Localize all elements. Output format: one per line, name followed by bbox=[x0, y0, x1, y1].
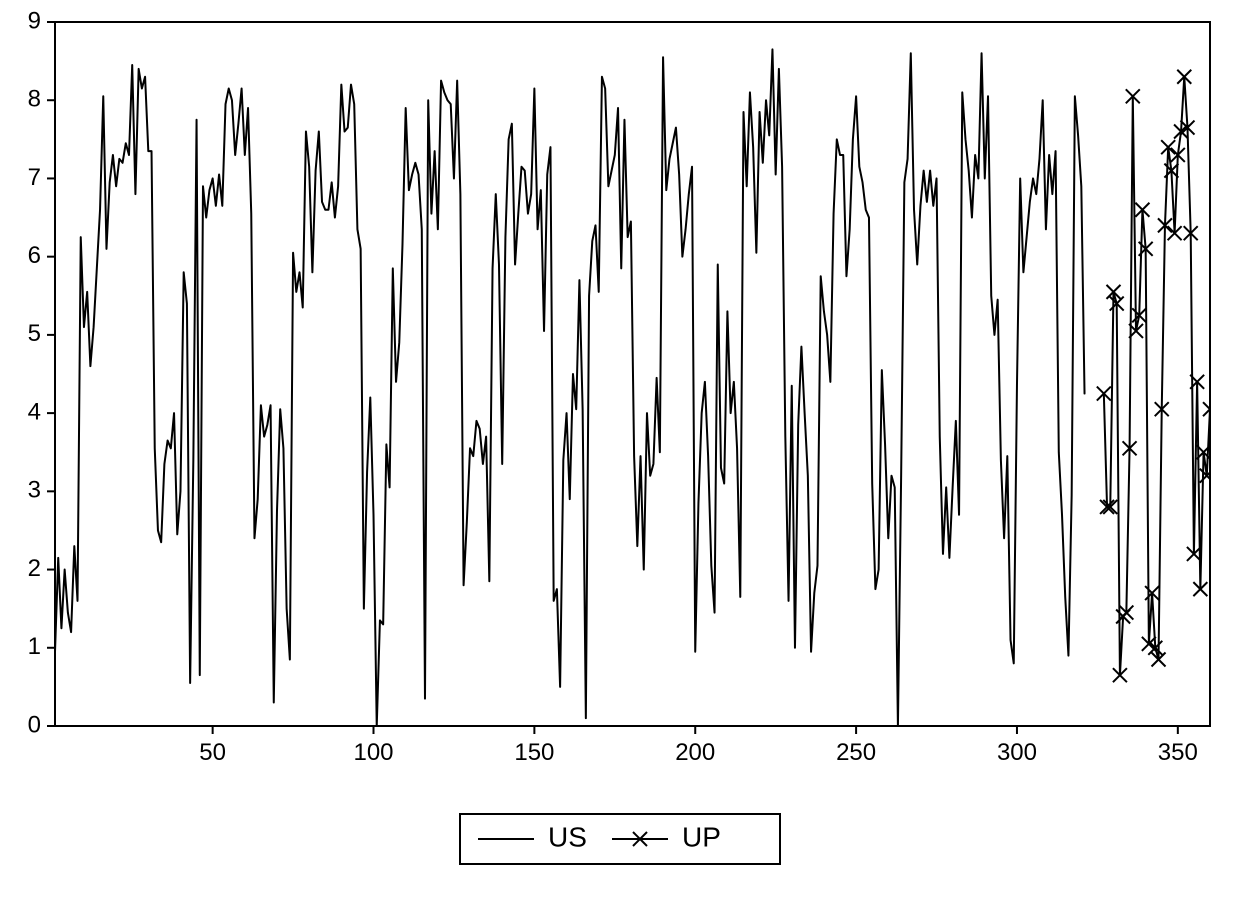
x-tick-label: 300 bbox=[997, 739, 1037, 766]
legend-label: UP bbox=[682, 821, 721, 852]
y-tick-label: 2 bbox=[28, 555, 41, 582]
y-tick-label: 8 bbox=[28, 86, 41, 113]
y-tick-label: 6 bbox=[28, 242, 41, 269]
chart-container: 0 1 2 3 4 5 6 7 8 9 50 100 150 200 250 300 350 US UP bbox=[0, 0, 1240, 897]
x-tick-label: 350 bbox=[1158, 739, 1198, 766]
x-tick-label: 50 bbox=[199, 739, 226, 766]
x-tick-label: 100 bbox=[353, 739, 393, 766]
y-tick-label: 1 bbox=[28, 633, 41, 660]
y-tick-label: 0 bbox=[28, 711, 41, 738]
x-tick-label: 200 bbox=[675, 739, 715, 766]
legend-label: US bbox=[548, 821, 587, 852]
x-tick-label: 250 bbox=[836, 739, 876, 766]
timeseries-chart: 0 1 2 3 4 5 6 7 8 9 50 100 150 200 250 300 350 US UP bbox=[0, 0, 1240, 897]
y-tick-label: 4 bbox=[28, 398, 41, 425]
chart-background bbox=[0, 0, 1240, 897]
y-tick-label: 7 bbox=[28, 164, 41, 191]
y-tick-label: 9 bbox=[28, 7, 41, 34]
x-tick-label: 150 bbox=[514, 739, 554, 766]
y-tick-label: 5 bbox=[28, 320, 41, 347]
y-tick-label: 3 bbox=[28, 477, 41, 504]
